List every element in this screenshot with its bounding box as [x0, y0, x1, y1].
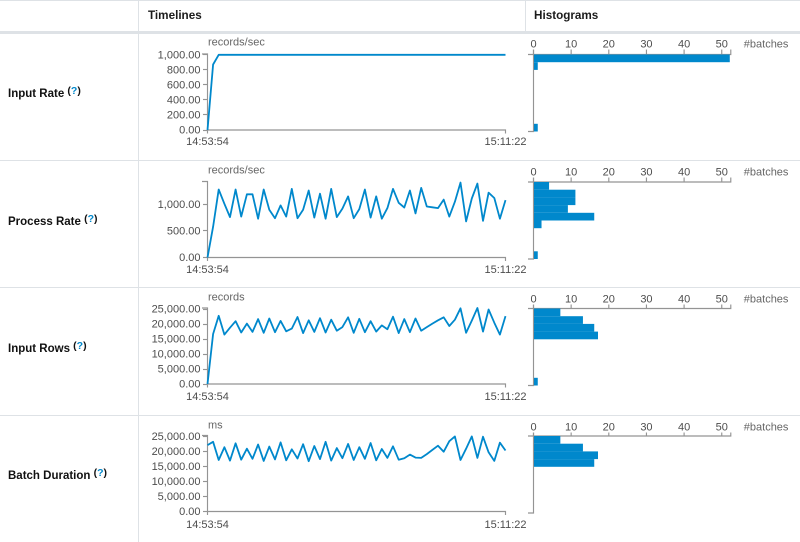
svg-text:#batches: #batches	[744, 39, 789, 51]
svg-text:5,000.00: 5,000.00	[158, 364, 201, 376]
svg-text:0.00: 0.00	[179, 506, 200, 518]
svg-text:10: 10	[565, 39, 577, 51]
svg-text:800.00: 800.00	[167, 64, 201, 76]
svg-text:0: 0	[530, 294, 536, 306]
svg-text:40: 40	[678, 294, 690, 306]
svg-text:14:53:54: 14:53:54	[186, 136, 229, 148]
svg-text:14:53:54: 14:53:54	[186, 391, 229, 403]
svg-text:30: 30	[640, 422, 652, 434]
svg-text:#batches: #batches	[744, 294, 789, 306]
svg-text:50: 50	[716, 167, 728, 179]
svg-text:25,000.00: 25,000.00	[152, 431, 201, 443]
svg-text:30: 30	[640, 167, 652, 179]
svg-text:20: 20	[603, 294, 615, 306]
svg-text:10,000.00: 10,000.00	[152, 476, 201, 488]
svg-text:10: 10	[565, 422, 577, 434]
svg-text:ms: ms	[208, 420, 223, 432]
svg-text:0.00: 0.00	[179, 379, 200, 391]
svg-text:10: 10	[565, 294, 577, 306]
svg-text:0.00: 0.00	[179, 252, 200, 264]
svg-text:20: 20	[603, 422, 615, 434]
svg-text:15,000.00: 15,000.00	[152, 334, 201, 346]
svg-text:200.00: 200.00	[167, 109, 201, 121]
svg-text:records/sec: records/sec	[208, 37, 265, 49]
svg-text:#batches: #batches	[744, 422, 789, 434]
svg-text:40: 40	[678, 39, 690, 51]
svg-text:records/sec: records/sec	[208, 165, 265, 177]
svg-text:40: 40	[678, 167, 690, 179]
svg-text:400.00: 400.00	[167, 94, 201, 106]
svg-text:14:53:54: 14:53:54	[186, 519, 229, 531]
svg-text:20,000.00: 20,000.00	[152, 319, 201, 331]
svg-text:0.00: 0.00	[179, 125, 200, 137]
svg-text:#batches: #batches	[744, 167, 789, 179]
svg-text:30: 30	[640, 39, 652, 51]
svg-text:0: 0	[530, 167, 536, 179]
svg-text:50: 50	[716, 294, 728, 306]
svg-text:15:11:22: 15:11:22	[484, 391, 526, 403]
svg-text:15:11:22: 15:11:22	[484, 264, 526, 276]
svg-text:15:11:22: 15:11:22	[484, 519, 526, 531]
svg-text:0: 0	[530, 422, 536, 434]
svg-text:10: 10	[565, 167, 577, 179]
svg-text:50: 50	[716, 422, 728, 434]
svg-text:25,000.00: 25,000.00	[152, 304, 201, 316]
svg-text:20: 20	[603, 39, 615, 51]
svg-text:600.00: 600.00	[167, 79, 201, 91]
svg-text:20: 20	[603, 167, 615, 179]
svg-text:15,000.00: 15,000.00	[152, 461, 201, 473]
svg-text:14:53:54: 14:53:54	[186, 264, 229, 276]
svg-text:1,000.00: 1,000.00	[158, 49, 201, 61]
svg-text:0: 0	[530, 39, 536, 51]
svg-text:5,000.00: 5,000.00	[158, 491, 201, 503]
svg-text:1,000.00: 1,000.00	[158, 199, 201, 211]
svg-text:50: 50	[716, 39, 728, 51]
svg-text:10,000.00: 10,000.00	[152, 349, 201, 361]
svg-text:500.00: 500.00	[167, 225, 201, 237]
svg-text:40: 40	[678, 422, 690, 434]
svg-text:30: 30	[640, 294, 652, 306]
svg-text:records: records	[208, 292, 245, 304]
svg-text:20,000.00: 20,000.00	[152, 446, 201, 458]
svg-text:15:11:22: 15:11:22	[484, 136, 526, 148]
